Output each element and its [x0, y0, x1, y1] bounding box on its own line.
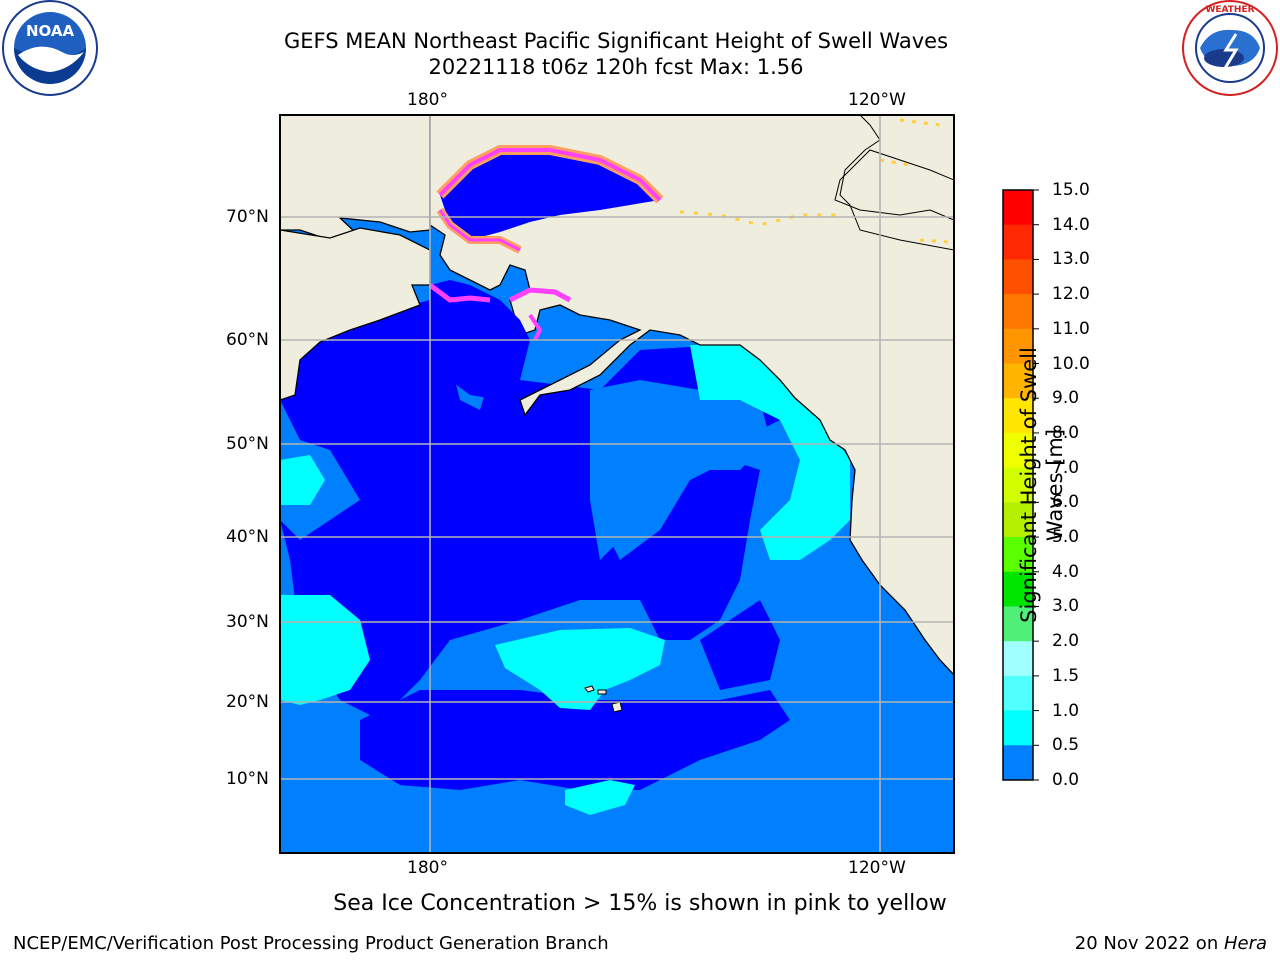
- sea-ice-note: Sea Ice Concentration > 15% is shown in …: [333, 891, 947, 916]
- colorbar-tick-label: 11.0: [1052, 318, 1090, 339]
- colorbar-tick-label: 4.0: [1052, 561, 1080, 582]
- colorbar-tick-label: 1.5: [1052, 665, 1080, 686]
- colorbar-swatch: [1003, 398, 1033, 434]
- colorbar-swatch: [1003, 190, 1033, 226]
- graticule: [280, 115, 954, 853]
- colorbar-swatch: [1003, 502, 1033, 538]
- footer-date-text: 20 Nov 2022 on: [1074, 933, 1224, 954]
- colorbar-swatch: [1003, 606, 1033, 642]
- swell-band-0-0.5-south: [360, 690, 790, 790]
- swell-band-0.5-1.0-central: [590, 380, 770, 560]
- colorbar-swatch: [1003, 710, 1033, 746]
- colorbar-frame: [1002, 189, 1034, 781]
- lat-tick-20n: 20°N: [226, 692, 269, 712]
- colorbar-tick-label: 13.0: [1052, 249, 1090, 270]
- sea-ice-pink: [438, 148, 662, 202]
- lon-tick-bottom-120w: 120°W: [848, 858, 906, 878]
- colorbar-swatch: [1003, 641, 1033, 677]
- lon-tick-top-180: 180°: [407, 90, 448, 110]
- swell-band-1.0-1.5-hawaii: [495, 628, 665, 710]
- colorbar-tick-label: 7.0: [1052, 457, 1080, 478]
- colorbar-swatch: [1003, 537, 1033, 573]
- map-title: GEFS MEAN Northeast Pacific Significant …: [283, 29, 949, 53]
- lat-tick-50n: 50°N: [226, 434, 269, 454]
- colorbar-label: Significant Height of Swell Waves [m]: [1017, 347, 1067, 623]
- lat-tick-40n: 40°N: [226, 527, 269, 547]
- colorbar-tick-label: 8.0: [1052, 422, 1080, 443]
- nws-logo: WEATHER: [1182, 0, 1278, 96]
- footer-producer: NCEP/EMC/Verification Post Processing Pr…: [13, 933, 609, 954]
- colorbar-swatch: [1003, 294, 1033, 330]
- land-north-america: [429, 115, 954, 676]
- lat-tick-60n: 60°N: [226, 330, 269, 350]
- lon-tick-bottom-180: 180°: [407, 858, 448, 878]
- noaa-logo: NOAA: [2, 0, 98, 96]
- colorbar-tick-label: 15.0: [1052, 180, 1090, 200]
- swell-band-1.0-1.5-nw: [280, 455, 325, 505]
- swell-band-1.0-1.5-south: [565, 780, 635, 815]
- colorbar-tick-label: 9.0: [1052, 388, 1080, 409]
- colorbar-swatch: [1003, 224, 1033, 260]
- land-kamchatka: [280, 227, 431, 401]
- colorbar-tick-label: 0.5: [1052, 735, 1080, 756]
- colorbar-swatch: [1003, 745, 1033, 781]
- svg-text:WEATHER: WEATHER: [1205, 5, 1254, 15]
- lat-tick-10n: 10°N: [226, 769, 269, 789]
- colorbar-tick-label: 5.0: [1052, 527, 1080, 548]
- colorbar-tick-label: 1.0: [1052, 700, 1080, 721]
- colorbar-tick-label: 10.0: [1052, 353, 1090, 374]
- colorbar-tick-label: 12.0: [1052, 284, 1090, 305]
- map-frame: [279, 114, 955, 854]
- lat-tick-30n: 30°N: [226, 612, 269, 632]
- colorbar-swatch: [1003, 467, 1033, 503]
- colorbar-tick-label: 14.0: [1052, 214, 1090, 235]
- sea-ice: [428, 118, 951, 341]
- colorbar-tick-label: 6.0: [1052, 492, 1080, 513]
- colorbar-swatch: [1003, 328, 1033, 365]
- colorbar-tick-label: 3.0: [1052, 596, 1080, 617]
- colorbar-swatch: [1003, 363, 1033, 399]
- map-subtitle: 20221118 t06z 120h fcst Max: 1.56: [428, 55, 804, 79]
- colorbar-swatch: [1003, 259, 1033, 295]
- lat-tick-70n: 70°N: [226, 207, 269, 227]
- colorbar-tick-label: 2.0: [1052, 631, 1080, 652]
- colorbar-swatch: [1003, 432, 1033, 469]
- colorbar-swatch: [1003, 571, 1033, 607]
- footer-date: 20 Nov 2022 on Hera: [1075, 933, 1267, 955]
- colorbar-swatch: [1003, 675, 1033, 712]
- footer-machine: Hera: [1223, 933, 1267, 954]
- noaa-logo-text: NOAA: [26, 22, 75, 40]
- lon-tick-top-120w: 120°W: [848, 90, 906, 110]
- colorbar-tick-label: 0.0: [1052, 770, 1080, 790]
